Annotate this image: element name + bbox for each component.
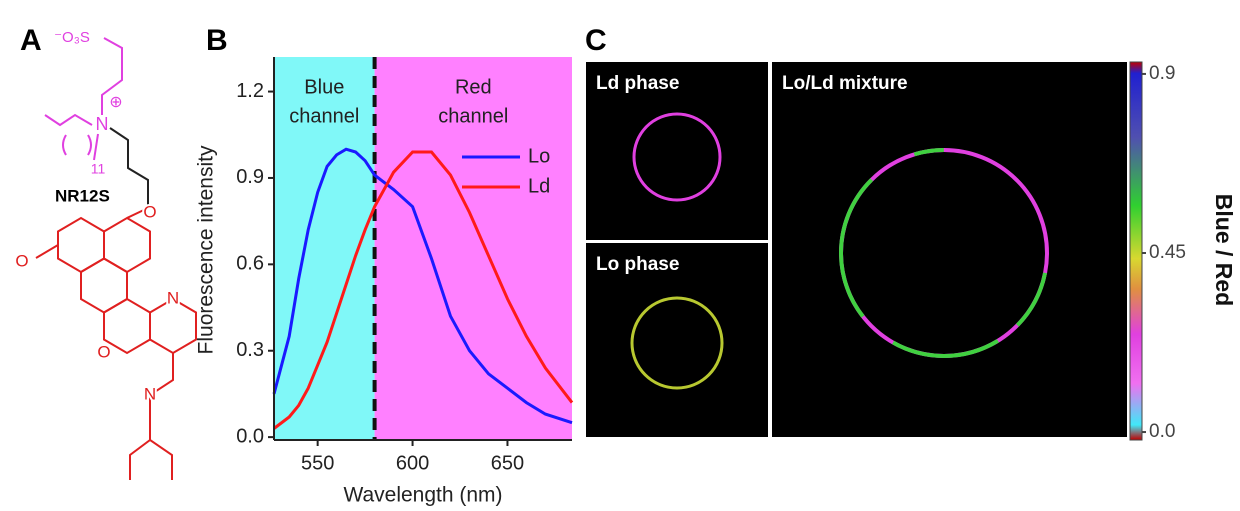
panel-letter: A xyxy=(20,24,42,57)
x-tick-label: 650 xyxy=(491,452,524,474)
panel-letter: C xyxy=(585,24,607,57)
atom-label: ⁻O₃S xyxy=(54,29,90,46)
region-label: channel xyxy=(289,105,359,127)
colorbar-tick-label: 0.0 xyxy=(1149,421,1175,442)
colorbar-label: Blue / Red xyxy=(1211,194,1237,306)
image-label: Ld phase xyxy=(596,73,679,94)
panel-letter: B xyxy=(206,24,228,57)
atom-label: N xyxy=(144,384,156,403)
structure xyxy=(35,37,197,480)
x-tick-label: 600 xyxy=(396,452,429,474)
series-line xyxy=(272,147,573,425)
region-label: Red xyxy=(455,76,492,98)
y-tick-label: 0.9 xyxy=(236,166,264,188)
y-tick-label: 0.3 xyxy=(236,339,264,361)
atom-label: O xyxy=(15,251,28,270)
y-axis-label: Fluorescence intensity xyxy=(195,145,218,354)
microscopy-image xyxy=(586,243,768,437)
image-label: Lo/Ld mixture xyxy=(782,73,908,94)
y-tick-label: 1.2 xyxy=(236,80,264,102)
atom-label: N xyxy=(96,114,109,134)
vesicle-domain xyxy=(839,148,1049,358)
colorbar xyxy=(1129,61,1143,441)
atom-label: O xyxy=(97,342,110,361)
legend-label: Ld xyxy=(528,175,550,197)
vesicle xyxy=(632,112,722,202)
microscopy-image xyxy=(586,62,768,240)
region-label: Blue xyxy=(304,76,344,98)
colorbar-tick-label: 0.45 xyxy=(1149,242,1186,263)
x-axis-label: Wavelength (nm) xyxy=(343,484,502,507)
legend-label: Lo xyxy=(528,145,550,167)
y-tick-label: 0.0 xyxy=(236,425,264,447)
colorbar-tick-label: 0.9 xyxy=(1149,63,1175,84)
image-label: Lo phase xyxy=(596,254,679,275)
series-line xyxy=(273,150,574,430)
molecule-name: NR12S xyxy=(55,186,110,205)
channel-region xyxy=(374,57,572,440)
y-tick-label: 0.6 xyxy=(236,253,264,275)
region-label: channel xyxy=(438,105,508,127)
atom-label: O xyxy=(143,202,156,221)
atom-label: ⊕ xyxy=(109,94,122,111)
atom-label: N xyxy=(167,288,179,307)
atom-label: 11 xyxy=(91,161,106,177)
x-tick-label: 550 xyxy=(301,452,334,474)
vesicle xyxy=(630,296,724,390)
microscopy-image xyxy=(772,62,1127,437)
